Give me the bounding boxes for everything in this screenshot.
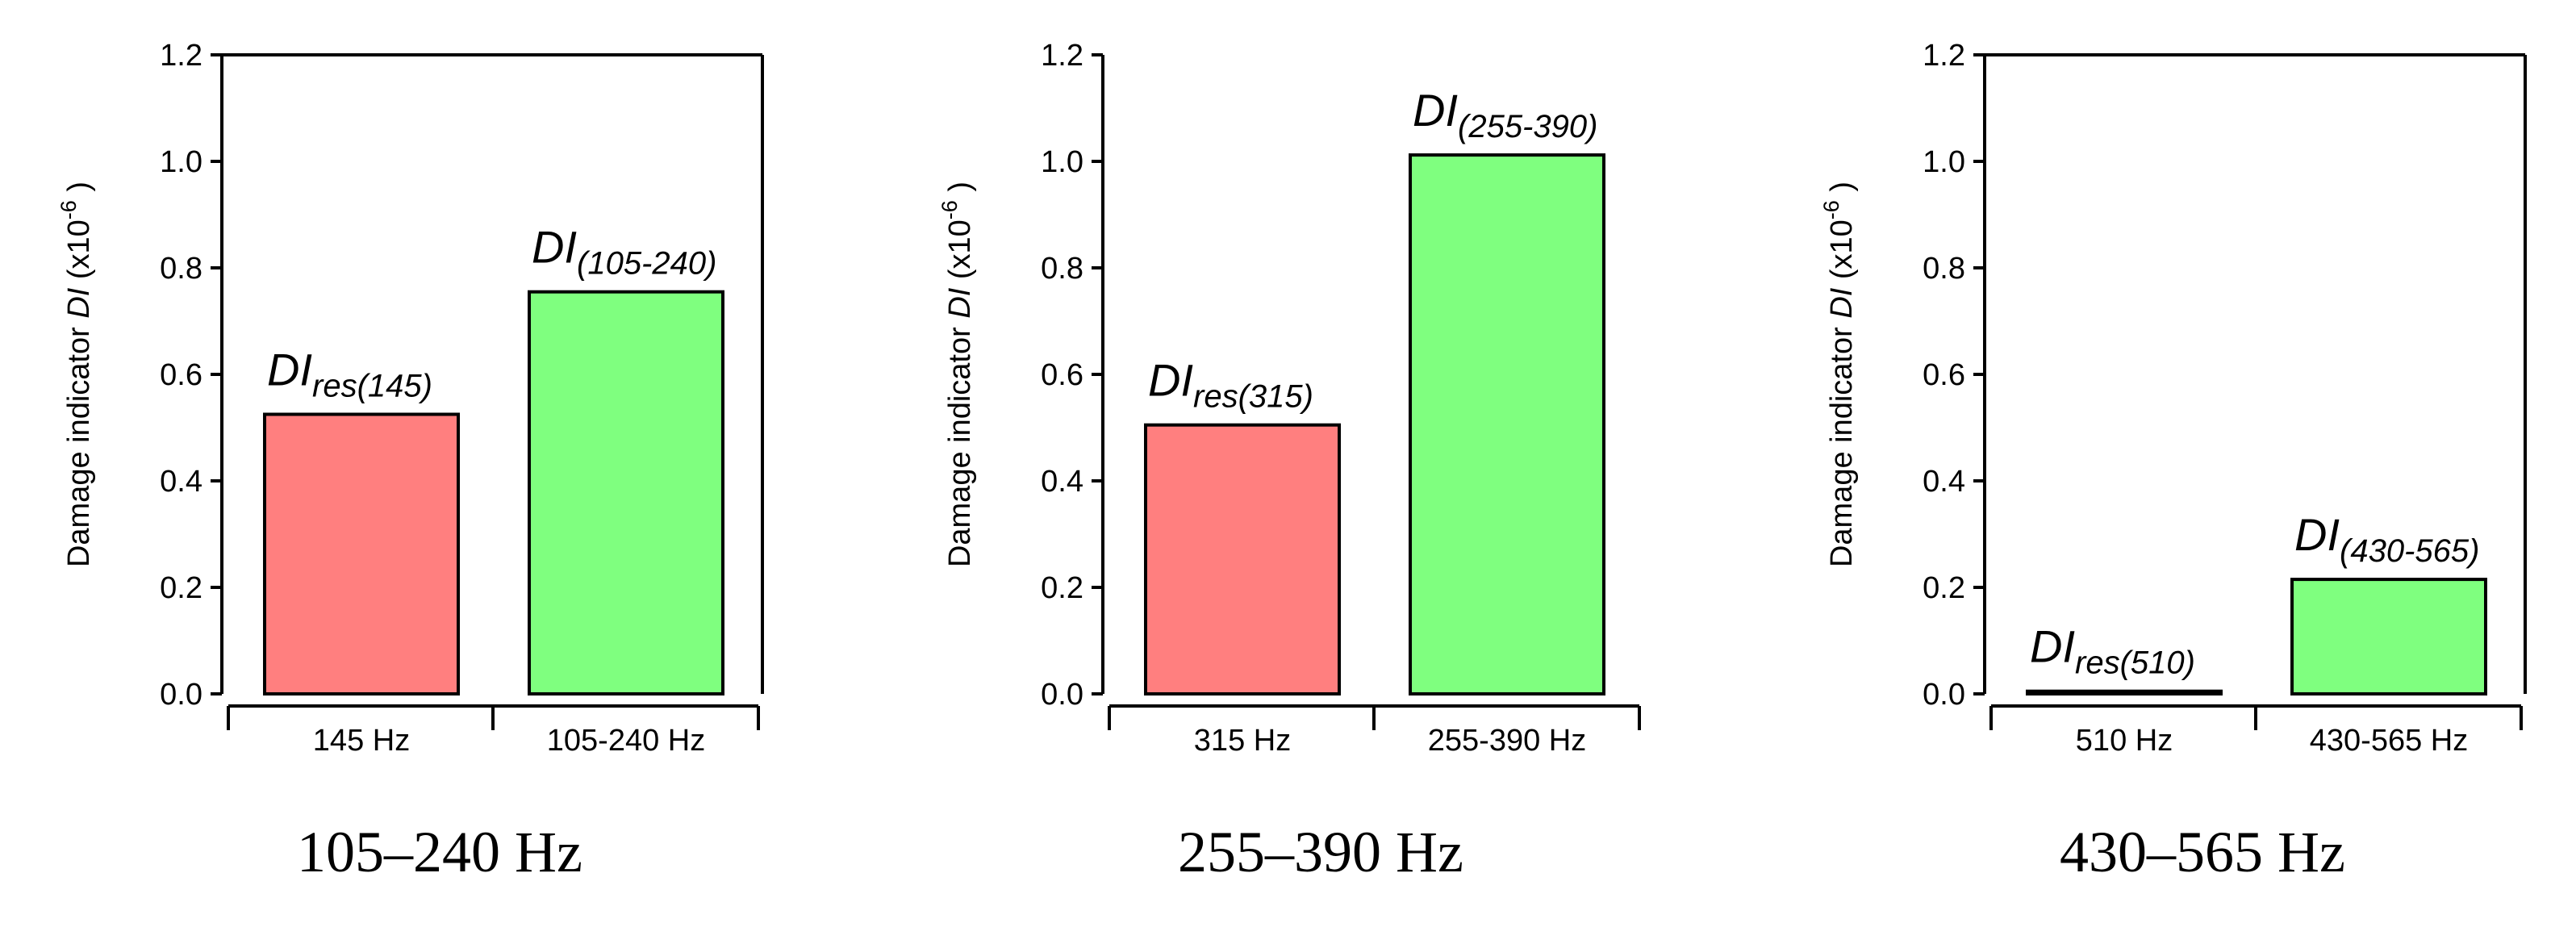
- bar: [1144, 423, 1341, 695]
- bar: [2290, 578, 2487, 695]
- y-axis-title-unit: (x10: [1825, 219, 1859, 287]
- y-axis-title: Damage indicator DI (x10-6 ): [937, 182, 977, 567]
- y-tick-label: 1.2: [1923, 39, 1965, 73]
- y-tick-label: 0.4: [1041, 465, 1083, 499]
- bar: [2026, 689, 2223, 696]
- y-tick-label: 0.0: [160, 678, 202, 712]
- bar-label: DI(105-240): [532, 222, 716, 282]
- bar-label-subscript: (255-390): [1458, 109, 1597, 144]
- y-axis-title-close: ): [1825, 182, 1859, 200]
- bar-label-subscript: res(510): [2075, 645, 2195, 681]
- bar: [528, 290, 724, 695]
- y-tick-label: 1.0: [160, 145, 202, 179]
- y-axis-title-close: ): [62, 182, 96, 200]
- y-axis-title-variable: DI: [1825, 287, 1859, 318]
- y-tick-label: 1.2: [160, 39, 202, 73]
- y-tick-label: 0.2: [160, 571, 202, 605]
- bar-label: DI(255-390): [1413, 85, 1597, 144]
- y-tick-label: 1.0: [1923, 145, 1965, 179]
- bar-label-main: DI: [267, 345, 312, 395]
- chart-caption: 105–240 Hz: [297, 820, 582, 884]
- y-axis-title-prefix: Damage indicator: [1825, 319, 1859, 567]
- y-tick-label: 0.0: [1923, 678, 1965, 712]
- y-axis-title-exponent: -6: [1819, 200, 1843, 219]
- bar-label: DIres(145): [267, 345, 432, 404]
- y-tick-label: 0.2: [1041, 571, 1083, 605]
- y-tick-label: 1.0: [1041, 145, 1083, 179]
- y-axis-title-prefix: Damage indicator: [62, 319, 96, 567]
- chart-panel-2: 0.0 0.2 0.4 0.6 0.8 1.0 1.2 Damage indicator DI…: [937, 39, 1641, 884]
- bar-label-subscript: (105-240): [577, 246, 716, 282]
- chart-caption: 430–565 Hz: [2060, 820, 2345, 884]
- x-tick-label: 510 Hz: [2076, 724, 2173, 758]
- bar-label-main: DI: [532, 222, 577, 273]
- bar-label: DIres(510): [2030, 621, 2195, 681]
- y-axis-title-variable: DI: [62, 287, 96, 318]
- y-tick-label: 0.2: [1923, 571, 1965, 605]
- y-tick-label: 0.8: [160, 252, 202, 286]
- chart-panel-1: 0.0 0.2 0.4 0.6 0.8 1.0 1.2 Damage indicator DI…: [56, 39, 764, 884]
- y-tick-label: 0.6: [1923, 358, 1965, 392]
- bar-label: DI(430-565): [2294, 509, 2479, 569]
- x-tick-label: 105-240 Hz: [547, 724, 705, 758]
- bar-label-main: DI: [2294, 509, 2340, 560]
- x-tick-label: 315 Hz: [1194, 724, 1291, 758]
- y-tick-label: 0.8: [1923, 252, 1965, 286]
- y-axis-title-unit: (x10: [62, 219, 96, 287]
- y-tick-label: 0.6: [1041, 358, 1083, 392]
- bar-label-subscript: res(315): [1193, 379, 1313, 415]
- y-axis-title: Damage indicator DI (x10-6 ): [56, 182, 96, 567]
- y-axis-title-close: ): [943, 182, 977, 200]
- y-tick-label: 0.6: [160, 358, 202, 392]
- bar-label-main: DI: [1148, 355, 1193, 406]
- bar: [263, 412, 460, 695]
- y-axis-title: Damage indicator DI (x10-6 ): [1819, 182, 1859, 567]
- y-tick-label: 0.8: [1041, 252, 1083, 286]
- y-axis-title-exponent: -6: [937, 200, 962, 219]
- bar-label-main: DI: [1413, 85, 1458, 136]
- chart-caption: 255–390 Hz: [1178, 820, 1463, 884]
- y-axis-title-exponent: -6: [56, 200, 81, 219]
- y-axis-title-unit: (x10: [943, 219, 977, 287]
- y-axis-title-prefix: Damage indicator: [943, 319, 977, 567]
- y-tick-label: 0.0: [1041, 678, 1083, 712]
- y-axis-title-variable: DI: [943, 287, 977, 318]
- y-tick-label: 0.4: [160, 465, 202, 499]
- bar-label: DIres(315): [1148, 355, 1313, 415]
- y-tick-label: 0.4: [1923, 465, 1965, 499]
- bar-label-main: DI: [2030, 621, 2075, 672]
- chart-panel-3: 0.0 0.2 0.4 0.6 0.8 1.0 1.2 Damage indicator DI…: [1819, 39, 2527, 884]
- x-tick-label: 145 Hz: [313, 724, 410, 758]
- bar-label-subscript: res(145): [312, 369, 432, 404]
- y-tick-label: 1.2: [1041, 39, 1083, 73]
- x-tick-label: 430-565 Hz: [2310, 724, 2468, 758]
- bar-label-subscript: (430-565): [2340, 533, 2479, 569]
- x-tick-label: 255-390 Hz: [1428, 724, 1586, 758]
- bar: [1409, 153, 1605, 695]
